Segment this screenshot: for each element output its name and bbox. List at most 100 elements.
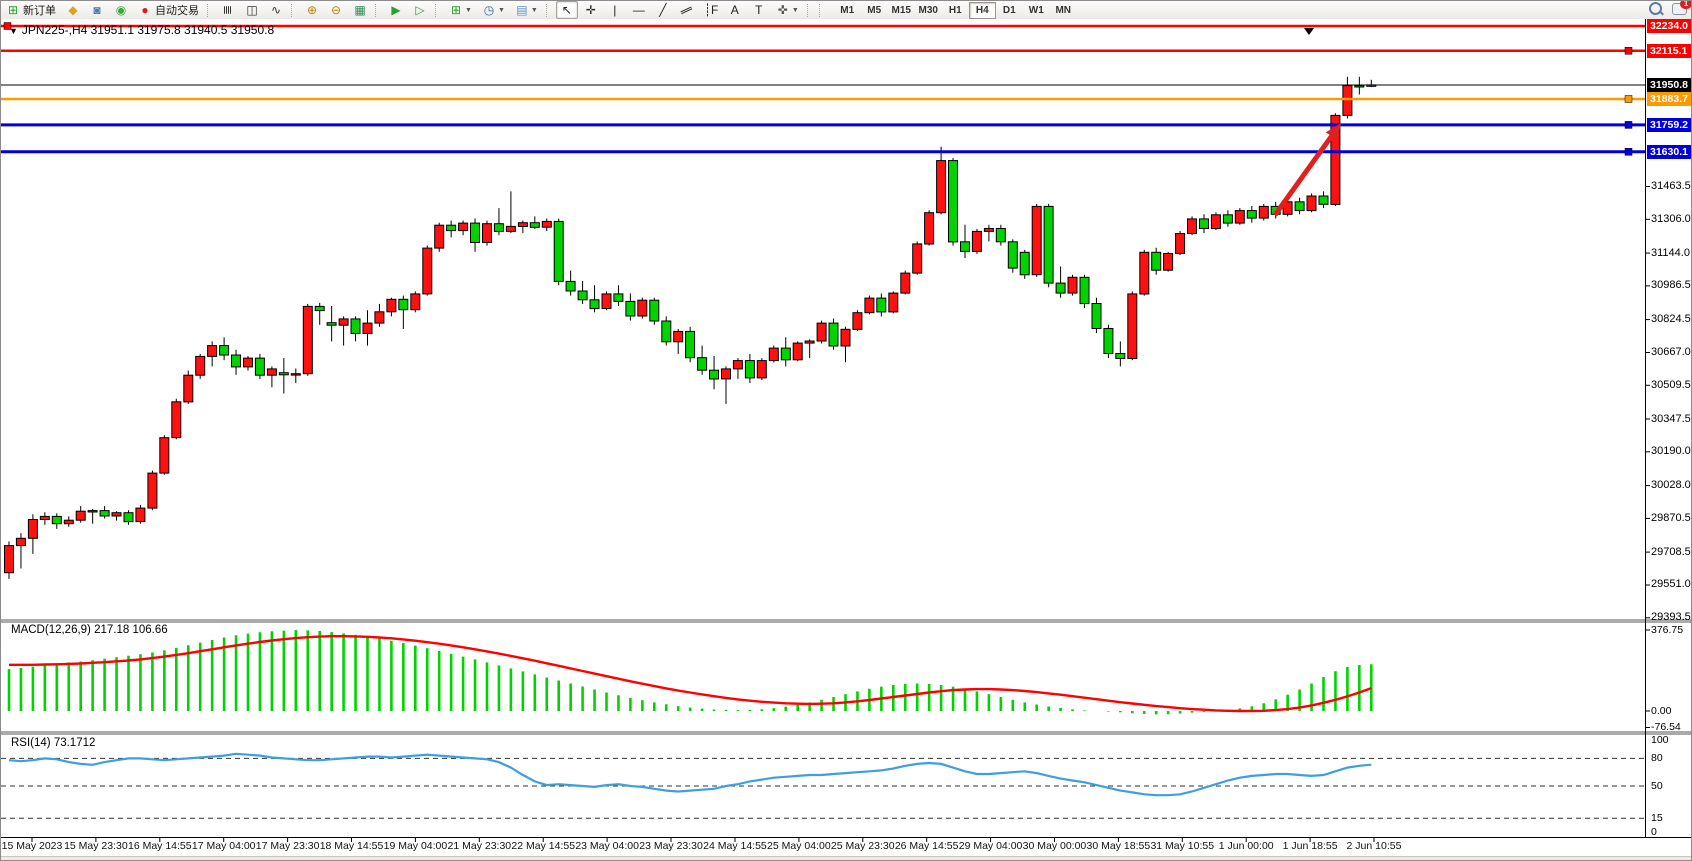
rsi-axis-tick: 80	[1651, 752, 1663, 765]
chevron-down-icon: ▼	[791, 6, 799, 14]
palette-button[interactable]: ◆	[62, 1, 84, 19]
one-click-trading-arrow[interactable]: ▼	[9, 26, 18, 36]
equidistant-channel-tool[interactable]: ∥	[676, 1, 698, 19]
price-axis-tick: 30028.0	[1651, 479, 1691, 492]
price-tag: 31883.7	[1647, 91, 1691, 106]
trendline-tool[interactable]: ╱	[652, 1, 674, 19]
new-order-icon: ⊞	[7, 3, 19, 17]
price-axis-tick: 31306.0	[1651, 212, 1691, 225]
time-axis-label: 15 May 2023	[1, 840, 63, 852]
zoom-in-button[interactable]: ⊕	[301, 1, 323, 19]
auto-scroll-button[interactable]: ▶	[385, 1, 407, 19]
price-axis-tick: 29551.0	[1651, 578, 1691, 591]
time-axis-label: 24 May 14:55	[703, 840, 767, 852]
autotrading-icon: ●	[141, 3, 149, 17]
cursor-tool[interactable]: ↖	[555, 1, 578, 19]
fibonacci-tool[interactable]: ┊F	[700, 1, 722, 19]
chart-window[interactable]: ▼ JPN225-,H4 31951.1 31975.8 31940.5 3195…	[1, 19, 1692, 861]
zoom-out-button[interactable]: ⊖	[325, 1, 347, 19]
time-axis-label: 1 Jun 00:00	[1218, 840, 1274, 852]
time-axis-label: 25 May 04:00	[767, 840, 831, 852]
chat-icon[interactable]: 1	[1672, 1, 1691, 15]
macd-axis-tick: 0.00	[1651, 705, 1672, 717]
toolbar-separator	[435, 3, 440, 17]
fibonacci-icon: ┊F	[703, 3, 719, 17]
line-chart-icon: ∿	[270, 3, 282, 17]
vertical-line-tool[interactable]: |	[604, 1, 626, 19]
price-tag: 31950.8	[1647, 78, 1691, 92]
macd-axis-tick: -76.54	[1651, 721, 1681, 734]
timeframe-button-m30[interactable]: M30	[918, 4, 938, 16]
periods-dropdown[interactable]: ◷ ▼	[478, 1, 509, 19]
time-axis-label: 17 May 04:00	[191, 840, 256, 852]
time-axis-label: 23 May 04:00	[575, 840, 639, 852]
profiles-icon: ◙	[93, 3, 101, 17]
clock-icon: ◷	[483, 3, 495, 17]
chevron-down-icon: ▼	[530, 6, 538, 14]
price-axis-tick: 30190.0	[1651, 445, 1691, 458]
trendline-icon: ╱	[659, 3, 667, 17]
autotrading-button[interactable]: ● 自动交易	[134, 1, 203, 19]
time-axis-label: 2 Jun 10:55	[1346, 840, 1402, 852]
price-tag: 32234.0	[1647, 19, 1691, 33]
horizontal-line-icon: —	[632, 3, 645, 17]
price-tag: 31759.2	[1647, 117, 1691, 132]
chart-shift-button[interactable]: ▷	[409, 1, 431, 19]
candlestick-chart-button[interactable]: ◫	[241, 1, 263, 19]
price-axis-tick: 30509.5	[1651, 378, 1691, 391]
signals-button[interactable]: ◉	[110, 1, 132, 19]
chevron-down-icon: ▼	[497, 6, 505, 14]
price-tag: 32115.1	[1647, 43, 1691, 58]
price-axis-tick: 30667.0	[1651, 345, 1691, 358]
price-axis-tick: 29708.5	[1651, 545, 1691, 558]
rsi-axis-tick: 100	[1651, 734, 1669, 746]
candlestick-chart-icon: ◫	[246, 3, 258, 17]
time-axis-label: 15 May 23:30	[64, 840, 128, 852]
timeframe-button-m5[interactable]: M5	[867, 4, 882, 16]
timeframe-button-d1[interactable]: D1	[1002, 4, 1016, 16]
crosshair-tool[interactable]: ✛	[580, 1, 602, 19]
arrows-tool[interactable]: ✜ ▼	[772, 1, 803, 19]
horizontal-line-tool[interactable]: —	[628, 1, 650, 19]
timeframe-button-mn[interactable]: MN	[1055, 4, 1072, 16]
toolbar-separator	[207, 3, 212, 17]
time-axis-label: 17 May 23:30	[255, 840, 320, 852]
arrows-icon: ✜	[777, 3, 788, 17]
timeframe-button-h1[interactable]: H1	[948, 4, 962, 16]
toolbar-separator	[806, 3, 812, 17]
rsi-indicator-label: RSI(14) 73.1712	[11, 737, 96, 749]
time-axis-label: 29 May 04:00	[958, 840, 1023, 852]
time-axis-label: 18 May 14:55	[319, 840, 384, 852]
templates-dropdown[interactable]: ▤ ▼	[511, 1, 542, 19]
timeframe-button-m1[interactable]: M1	[840, 4, 855, 16]
new-order-button-label: 新订单	[23, 5, 56, 17]
search-icon[interactable]	[1649, 2, 1662, 15]
line-chart-button[interactable]: ∿	[265, 1, 287, 19]
new-order-button[interactable]: ⊞ 新订单	[2, 1, 60, 19]
text-tool[interactable]: A	[724, 1, 746, 19]
time-axis-label: 19 May 04:00	[383, 840, 448, 852]
price-axis-tick: 31144.0	[1651, 246, 1690, 259]
bar-chart-button[interactable]: ≣	[217, 1, 239, 19]
price-axis-tick: 30824.5	[1651, 313, 1691, 326]
toolbar-separator	[545, 3, 551, 17]
new-chart-dropdown[interactable]: ⊞ ▼	[445, 1, 476, 19]
tile-windows-button[interactable]: ▦	[349, 1, 371, 19]
price-chart-canvas[interactable]	[1, 19, 1692, 861]
time-axis-label: 1 Jun 18:55	[1282, 840, 1338, 852]
time-axis-label: 31 May 10:55	[1150, 840, 1215, 852]
text-label-tool[interactable]: T	[748, 1, 770, 19]
vertical-line-icon: |	[613, 3, 617, 17]
time-axis-label: 23 May 23:30	[639, 840, 703, 852]
profiles-button[interactable]: ◙	[86, 1, 108, 19]
timeframe-button-h4[interactable]: H4	[968, 1, 996, 19]
timeframe-button-m15[interactable]: M15	[891, 4, 911, 16]
auto-scroll-icon: ▶	[391, 3, 401, 17]
zoom-in-icon: ⊕	[306, 3, 318, 17]
price-axis-tick: 29393.5	[1651, 611, 1691, 624]
timeframe-button-w1[interactable]: W1	[1028, 4, 1044, 16]
notification-badge: 1	[1680, 1, 1691, 9]
equidistant-channel-icon: ∥	[679, 4, 695, 16]
crosshair-icon: ✛	[585, 3, 596, 17]
